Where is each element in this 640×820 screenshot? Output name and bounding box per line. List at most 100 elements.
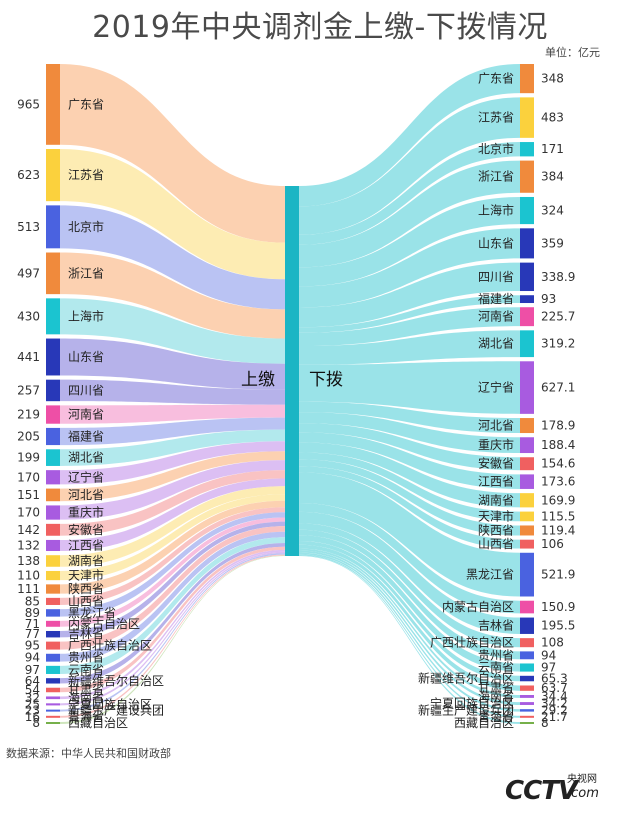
left-node-label: 辽宁省 [68,469,104,484]
right-node-label: 江苏省 [478,111,514,125]
right-node-label: 安徽省 [478,456,514,471]
right-node-label: 四川省 [478,270,514,284]
left-node-value: 25 [25,697,40,711]
right-node-value: 178.9 [541,419,575,433]
band-right-26 [299,540,520,682]
left-node-bar [46,630,60,638]
left-node-value: 497 [17,266,40,280]
band-left-8 [60,404,285,424]
right-node-value: 521.9 [541,568,575,582]
right-node-value: 483 [541,111,564,125]
right-node-bar [520,142,534,157]
band-left-21 [60,517,285,627]
right-node-bar [520,685,534,691]
left-node-bar [46,539,60,552]
left-node-label: 河北省 [68,488,104,502]
left-node-label: 吉林省 [68,627,104,641]
right-node-label: 辽宁省 [478,380,514,395]
left-node-label: 北京市 [68,219,104,234]
left-node-bar [46,584,60,594]
right-node-bar [520,709,534,712]
left-node-bar [46,405,60,424]
left-node-label: 江西省 [68,538,104,552]
right-node-value: 108 [541,636,564,650]
left-node-bar [46,722,60,724]
left-node-bar [46,678,60,684]
left-node-bar [46,696,60,700]
band-right-6 [299,228,520,308]
band-left-3 [60,205,285,310]
right-node-label: 新疆维吾尔自治区 [418,671,514,686]
right-node-label: 重庆市 [478,437,514,452]
band-right-17 [299,452,520,522]
band-right-30 [299,552,520,712]
right-node-bar [520,330,534,358]
band-right-7 [299,262,520,328]
left-node-value: 97 [25,663,40,677]
left-node-label: 山东省 [68,350,104,364]
band-right-15 [299,432,520,489]
right-node-bar [520,307,534,327]
right-node-value: 63.7 [541,681,568,695]
right-node-label: 浙江省 [478,170,514,184]
left-node-value: 170 [17,506,40,520]
left-node-value: 95 [25,639,40,653]
left-node-bar [46,609,60,617]
band-right-31 [299,554,520,718]
right-node-value: 93 [541,292,556,306]
right-node-label: 宁夏回族自治区 [430,696,514,711]
logo-cn: 央视网 [567,774,597,785]
right-node-label: 天津市 [478,508,514,523]
band-right-32 [299,555,520,724]
left-node-label: 河南省 [68,407,104,422]
band-left-23 [60,526,285,650]
left-node-label: 海南省 [68,690,104,705]
band-left-1 [60,64,285,243]
band-left-29 [60,551,285,706]
band-left-28 [60,549,285,700]
right-node-value: 384 [541,170,564,184]
left-node-value: 94 [25,651,40,665]
left-node-bar [46,523,60,536]
right-node-label: 河北省 [478,419,514,433]
logo-com: .com [567,786,599,801]
left-node-bar [46,709,60,712]
right-node-bar [520,418,534,434]
band-right-18 [299,459,520,536]
right-node-label: 新疆生产建设兵团 [418,702,514,717]
right-node-label: 贵州省 [478,648,514,662]
right-node-label: 上海市 [478,203,514,218]
left-node-value: 513 [17,220,40,234]
band-left-4 [60,252,285,339]
right-node-value: 169.9 [541,493,575,507]
left-node-label: 新疆生产建设兵团 [68,703,164,718]
right-node-bar [520,695,534,698]
left-node-bar [46,488,60,502]
left-node-value: 85 [25,594,40,608]
unit-label: 单位：亿元 [545,46,600,59]
logo-main: CCTV [505,776,578,806]
band-right-5 [299,196,520,287]
band-left-27 [60,546,285,693]
chart-title: 2019年中央调剂金上缴-下拨情况 [92,10,548,45]
left-node-label: 浙江省 [68,266,104,280]
band-left-26 [60,542,285,684]
sankey-chart: 965 广东省 623 江苏省 513 北京市 497 浙江省 430 上海市 441 山东省 257 四… [17,64,575,730]
right-node-value: 21.7 [541,710,568,724]
left-node-bar [46,555,60,567]
left-node-label: 上海市 [68,308,104,323]
band-left-25 [60,537,285,674]
left-node-label: 四川省 [68,383,104,397]
band-right-22 [299,511,520,634]
center-label-upload: 上缴 [241,370,275,390]
left-node-value: 111 [17,582,40,596]
left-node-bar [46,427,60,446]
right-node-value: 173.6 [541,475,575,489]
band-right-23 [299,523,520,648]
right-node-label: 广东省 [478,72,514,86]
band-left-31 [60,554,285,718]
right-node-value: 115.5 [541,509,575,523]
left-node-value: 257 [17,383,40,397]
flow-bands [60,64,520,724]
left-node-label: 重庆市 [68,505,104,520]
